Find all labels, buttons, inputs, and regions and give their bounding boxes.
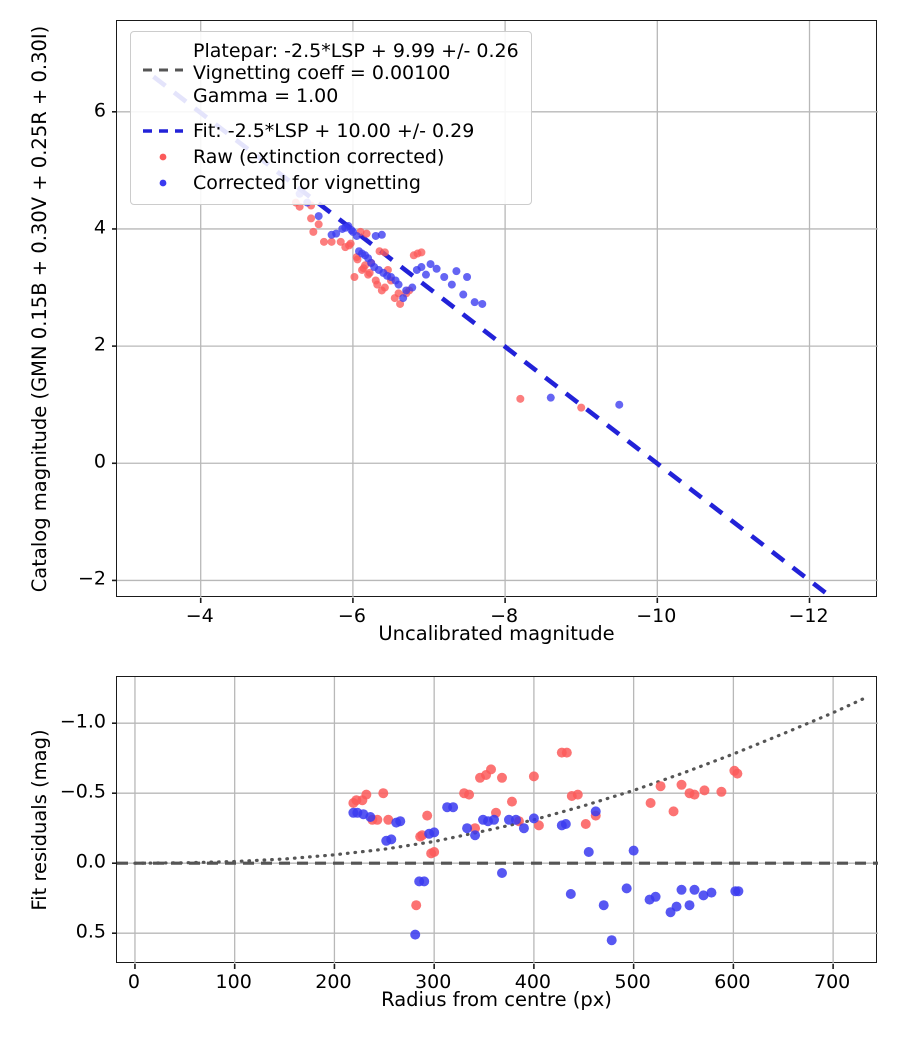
y-tick-1: 0.0 [75, 850, 106, 873]
x-tick-1: −6 [337, 605, 366, 627]
y-tick-4: 6 [93, 99, 106, 122]
residuals-y-axis-title: Fit residuals (mag) [28, 728, 51, 911]
dashed-gray-line-icon [141, 40, 185, 118]
calibration-x-axis-title: Uncalibrated magnitude [378, 622, 615, 645]
legend-label-gamma: Gamma = 1.00 [193, 84, 339, 107]
x-tick-4: 400 [514, 971, 552, 993]
legend-label-platepar: Platepar: -2.5*LSP + 9.99 +/- 0.26 [193, 40, 519, 62]
x-tick-6: 600 [714, 971, 751, 993]
x-tick-2: 200 [315, 971, 352, 993]
series-corrected-for-vignetting [295, 189, 624, 409]
x-tick-2: −8 [490, 605, 519, 627]
y-tick-3: 4 [93, 216, 106, 239]
legend-label-corrected: Corrected for vignetting [193, 171, 421, 194]
x-tick-7: 700 [813, 971, 851, 993]
blue-dot-marker-icon [141, 170, 185, 196]
x-tick-3: −10 [636, 605, 677, 627]
legend-label-vignetting-coeff: Vignetting coeff = 0.00100 [193, 62, 451, 85]
y-tick-2: −0.5 [59, 780, 106, 803]
y-tick-0: −2 [77, 567, 106, 590]
x-tick-4: −12 [788, 605, 829, 627]
red-dot-marker-icon [141, 144, 185, 170]
x-tick-5: 500 [614, 971, 651, 993]
series-corrected-for-vignetting [348, 802, 744, 946]
calibration-legend: Platepar: -2.5*LSP + 9.99 +/- 0.26 Vigne… [130, 31, 532, 205]
legend-label-fit: Fit: -2.5*LSP + 10.00 +/- 0.29 [193, 119, 475, 142]
legend-entry-platepar: Platepar: -2.5*LSP + 9.99 +/- 0.26 Vigne… [141, 40, 519, 118]
legend-label-raw: Raw (extinction corrected) [193, 145, 445, 168]
y-tick-1: 0 [93, 450, 106, 473]
y-tick-0: 0.5 [75, 920, 106, 943]
legend-entry-fit: Fit: -2.5*LSP + 10.00 +/- 0.29 [141, 118, 519, 144]
calibration-y-axis-title: Catalog magnitude (GMN 0.15B + 0.30V + 0… [28, 25, 51, 592]
residuals-plot-axes [112, 676, 878, 969]
x-tick-3: 300 [415, 971, 452, 993]
y-tick-2: 2 [93, 333, 106, 356]
legend-entry-raw: Raw (extinction corrected) [141, 144, 519, 170]
legend-entry-corrected: Corrected for vignetting [141, 170, 519, 196]
x-tick-0: −4 [185, 605, 214, 627]
residuals-x-axis-title: Radius from centre (px) [381, 988, 612, 1011]
x-tick-1: 100 [215, 971, 252, 993]
dashed-blue-line-icon [141, 118, 185, 144]
y-tick-3: −1.0 [59, 710, 106, 733]
x-tick-0: 0 [127, 971, 140, 993]
residuals-plot-canvas [112, 677, 878, 969]
